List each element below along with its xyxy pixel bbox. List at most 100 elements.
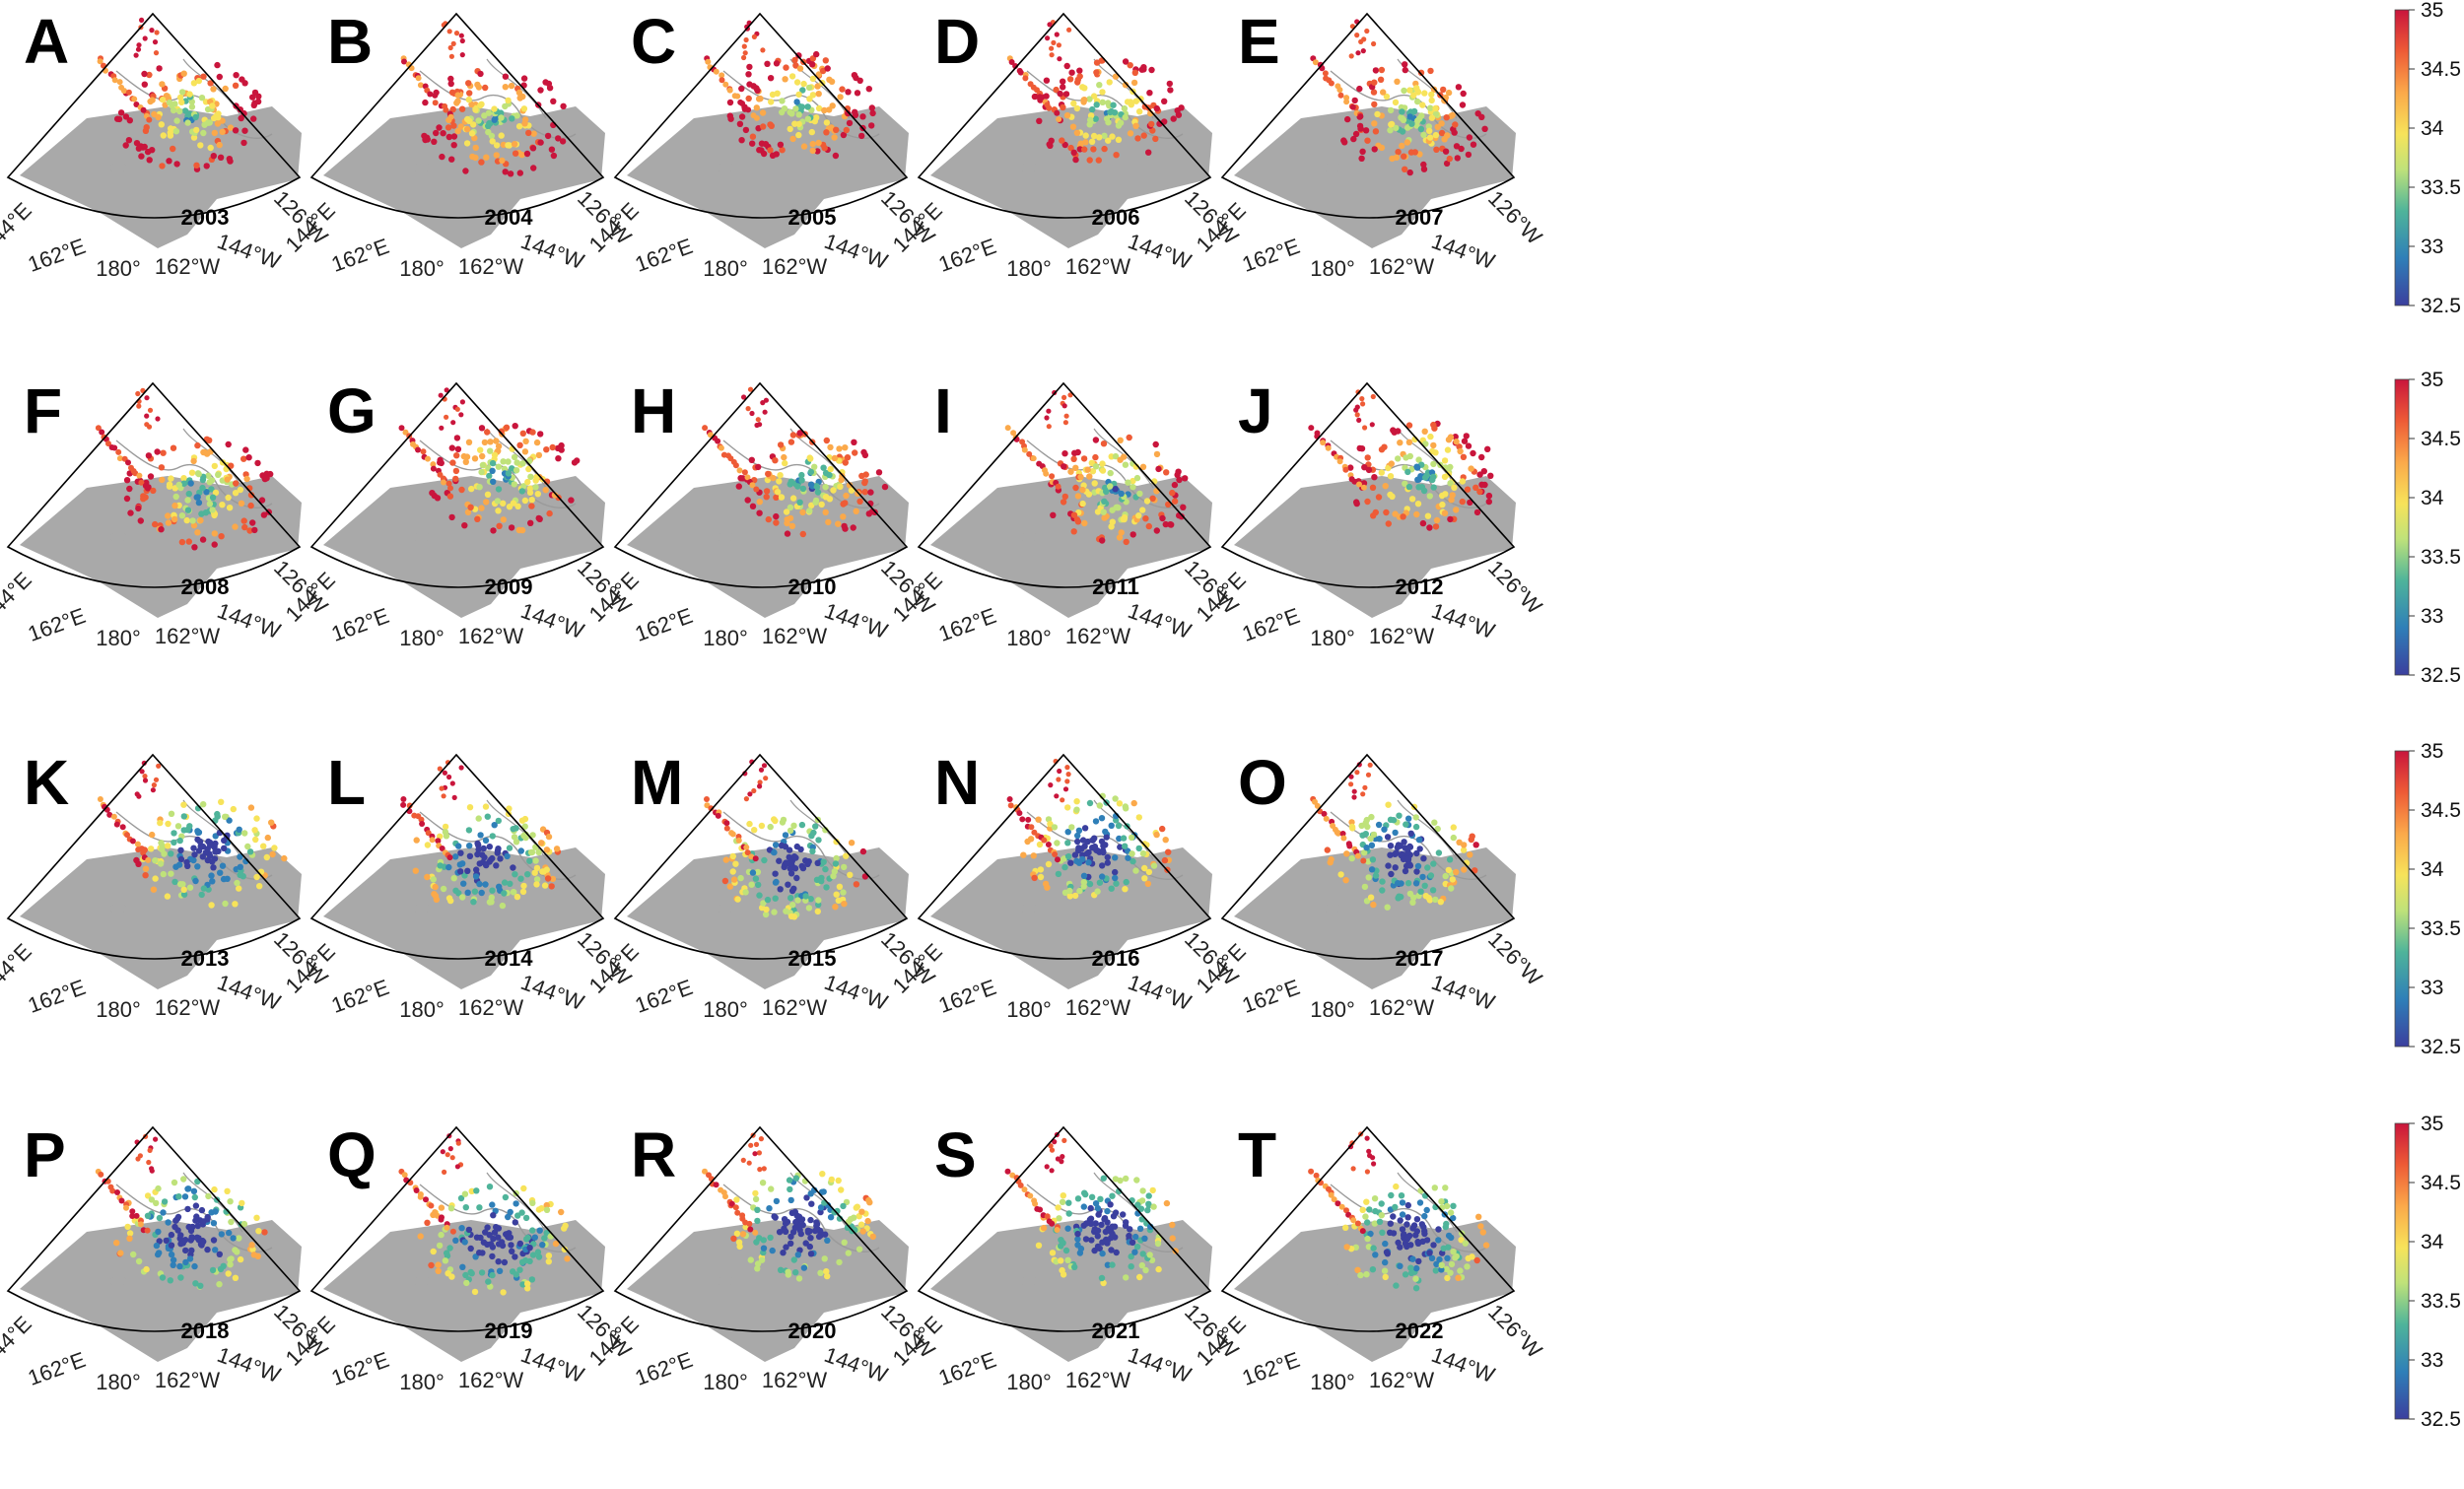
observation-point <box>1475 1213 1482 1220</box>
observation-point <box>800 80 807 88</box>
observation-point <box>1426 127 1433 134</box>
observation-point <box>472 873 480 880</box>
observation-point <box>772 895 779 902</box>
observation-point <box>1086 799 1094 807</box>
observation-point <box>745 95 752 102</box>
longitude-label: 180° <box>96 997 141 1022</box>
observation-point <box>729 831 736 838</box>
observation-point <box>458 33 464 38</box>
observation-point <box>182 1247 189 1254</box>
observation-point <box>180 801 187 808</box>
observation-point <box>821 145 828 152</box>
observation-point <box>159 476 166 484</box>
observation-point <box>177 1274 184 1281</box>
observation-point <box>1409 1225 1416 1232</box>
observation-point <box>482 837 490 845</box>
observation-point <box>462 168 469 174</box>
observation-point <box>1056 1215 1062 1222</box>
land-mass <box>930 847 1212 989</box>
observation-point <box>1098 815 1106 822</box>
observation-point <box>168 810 175 817</box>
observation-point <box>230 805 237 813</box>
observation-point <box>222 85 229 93</box>
observation-point <box>95 425 102 432</box>
observation-point <box>1404 124 1411 131</box>
observation-point <box>549 443 556 451</box>
observation-point <box>780 816 787 824</box>
observation-point <box>225 440 232 448</box>
observation-point <box>161 1198 169 1205</box>
observation-point <box>1465 442 1472 449</box>
observation-point <box>1412 823 1420 831</box>
observation-point <box>1086 157 1093 164</box>
observation-point <box>489 887 496 894</box>
observation-point <box>116 455 123 462</box>
observation-point <box>783 64 789 71</box>
observation-point <box>144 1212 152 1219</box>
observation-point <box>401 1172 408 1179</box>
observation-point <box>1371 1161 1377 1167</box>
observation-point <box>167 132 174 139</box>
observation-point <box>736 120 744 127</box>
observation-point <box>1402 66 1408 74</box>
observation-point <box>1064 1256 1071 1263</box>
colorbar-tick-label: 32.5 <box>2421 1036 2461 1058</box>
observation-point <box>533 864 541 872</box>
observation-point <box>1414 501 1422 508</box>
observation-point <box>1122 843 1129 849</box>
observation-point <box>843 126 850 134</box>
observation-point <box>1406 862 1414 869</box>
observation-point <box>436 124 443 131</box>
observation-point <box>435 1261 442 1268</box>
longitude-label: 180° <box>1310 1370 1355 1394</box>
longitude-label: 144°E <box>0 568 36 627</box>
observation-point <box>402 429 409 436</box>
panel-letter: C <box>631 6 676 77</box>
observation-point <box>135 390 141 397</box>
observation-point <box>115 448 122 455</box>
land-mass <box>20 476 302 618</box>
observation-point <box>773 519 780 526</box>
observation-point <box>1371 120 1378 127</box>
observation-point <box>1324 846 1331 853</box>
observation-point <box>439 785 445 791</box>
observation-point <box>1053 86 1060 94</box>
observation-point <box>185 1185 192 1192</box>
observation-point <box>1370 512 1377 519</box>
observation-point <box>1432 131 1440 139</box>
observation-point <box>1414 476 1421 483</box>
observation-point <box>1073 104 1081 112</box>
observation-point <box>762 141 770 148</box>
observation-point <box>453 435 461 441</box>
observation-point <box>733 1230 741 1237</box>
observation-point <box>490 478 497 485</box>
colorbar-tick-label: 35 <box>2421 1113 2443 1135</box>
observation-point <box>831 454 839 462</box>
observation-point <box>1044 1213 1051 1220</box>
observation-point <box>1049 52 1055 58</box>
island <box>413 1276 431 1286</box>
observation-point <box>461 522 468 529</box>
longitude-label: 162°W <box>762 254 828 279</box>
observation-point <box>782 1227 788 1234</box>
observation-point <box>773 60 781 67</box>
observation-point <box>762 409 768 415</box>
observation-point <box>1113 880 1120 887</box>
year-label: 2015 <box>788 946 837 971</box>
observation-point <box>1072 464 1079 471</box>
observation-point <box>763 906 770 914</box>
observation-point <box>752 855 759 862</box>
longitude-label: 162°W <box>155 254 221 279</box>
observation-point <box>1099 467 1107 474</box>
observation-point <box>1438 1261 1445 1268</box>
observation-point <box>518 817 526 824</box>
observation-point <box>188 103 196 110</box>
salinity-observations <box>97 17 262 172</box>
observation-point <box>1128 834 1135 842</box>
observation-point <box>516 169 523 176</box>
observation-point <box>1428 1254 1436 1261</box>
observation-point <box>239 1199 245 1207</box>
observation-point <box>1360 484 1367 491</box>
observation-point <box>1398 1192 1405 1199</box>
observation-point <box>488 894 495 901</box>
